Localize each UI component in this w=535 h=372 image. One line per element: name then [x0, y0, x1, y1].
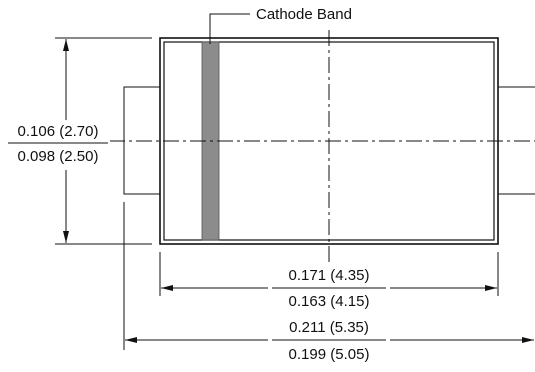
cathode-band-leader	[209, 13, 250, 44]
overall-length-label-backdrop	[268, 316, 390, 366]
overall-length-min-label: 0.199 (5.05)	[289, 346, 370, 363]
cathode-band-label: Cathode Band	[256, 6, 352, 23]
height-max-label: 0.106 (2.70)	[18, 123, 99, 140]
height-min-label: 0.098 (2.50)	[18, 148, 99, 165]
height-label-backdrop	[6, 120, 110, 170]
overall-length-max-label: 0.211 (5.35)	[289, 319, 369, 336]
body-length-min-label: 0.163 (4.15)	[289, 293, 370, 310]
left-terminal-lead	[123, 86, 160, 195]
body-length-max-label: 0.171 (4.35)	[289, 267, 370, 284]
